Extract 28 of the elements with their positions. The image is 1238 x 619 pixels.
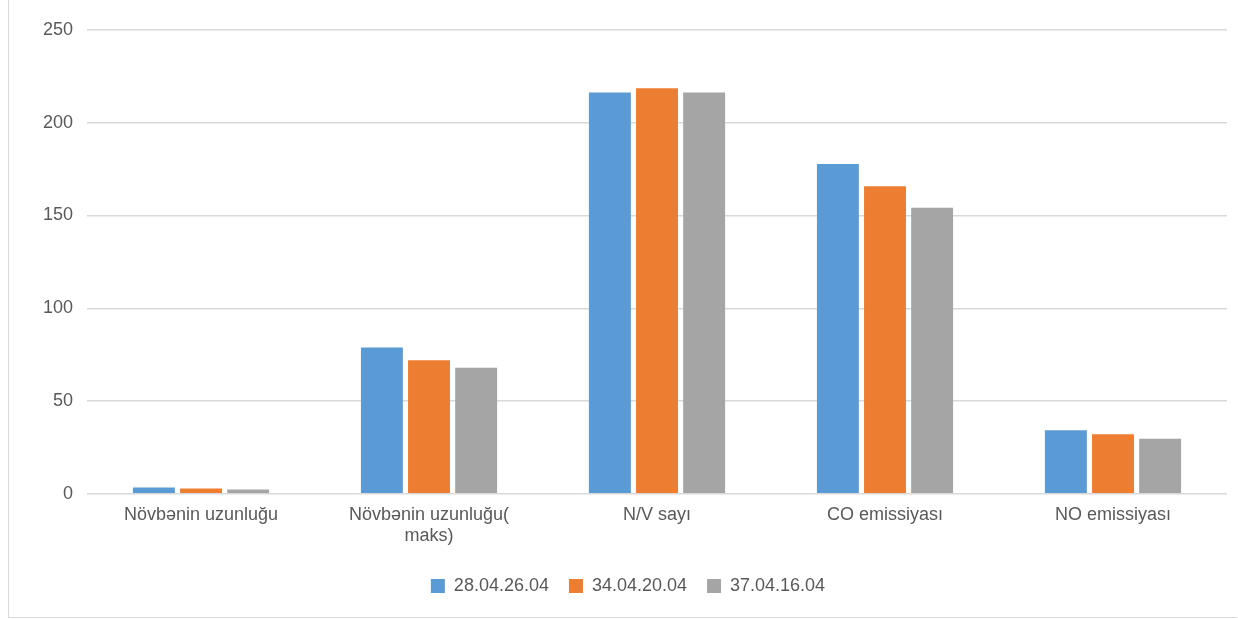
bar — [408, 360, 450, 494]
x-tick-label: NO emissiyası — [1055, 503, 1172, 524]
y-tick-label: 50 — [53, 390, 74, 411]
bar — [864, 186, 906, 494]
bar — [180, 488, 222, 494]
bar — [683, 92, 726, 494]
x-tick-label: CO emissiyası — [827, 503, 944, 524]
x-tick-label: Növbənin uzunluğu — [123, 503, 279, 524]
y-tick-label: 150 — [42, 204, 74, 225]
x-tick-label: Növbənin uzunluğu( maks) — [348, 503, 510, 546]
y-tick-label: 100 — [42, 297, 74, 318]
x-tick-label: N/V sayı — [623, 503, 692, 524]
legend-label: 28.04.26.04 — [453, 574, 549, 595]
legend-label: 37.04.16.04 — [730, 574, 826, 595]
bar — [455, 367, 498, 494]
bar — [132, 487, 175, 494]
bar — [1044, 430, 1087, 494]
bar — [360, 347, 403, 494]
bar — [588, 92, 631, 494]
bar — [816, 163, 859, 494]
bar — [636, 88, 678, 494]
legend-label: 34.04.20.04 — [591, 574, 688, 595]
bar — [1092, 434, 1134, 494]
y-tick-label: 0 — [63, 482, 74, 503]
bar — [1139, 438, 1182, 494]
y-tick-label: 250 — [42, 18, 74, 39]
y-tick-label: 200 — [42, 111, 74, 132]
bar — [911, 207, 954, 494]
